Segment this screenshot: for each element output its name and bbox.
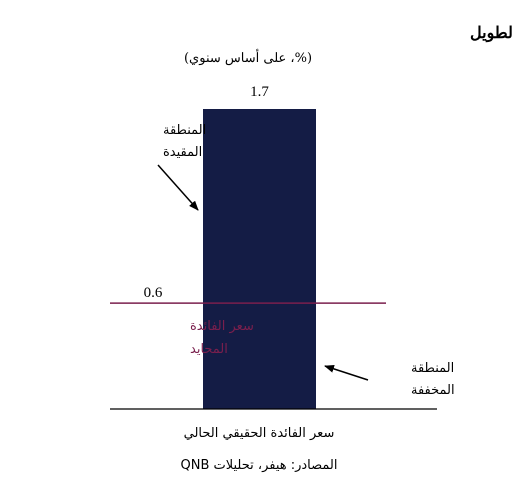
chart-subtitle: (%، على أساس سنوي) [184, 49, 312, 66]
neutral-rate-label-line1: سعر الفائدة [190, 319, 254, 334]
chart-title: أسعار الفائدة الحقيقية في الولايات المتح… [470, 21, 514, 43]
accommodative-zone-arrow [324, 364, 369, 381]
bar-current-real-rate [203, 109, 316, 409]
accommodative-zone-label-line1: المنطقة [411, 361, 454, 376]
accommodative-zone-label-line2: المخففة [411, 383, 455, 398]
restrictive-zone-arrow [157, 164, 199, 211]
x-axis-category-label: سعر الفائدة الحقيقي الحالي [184, 426, 335, 441]
restrictive-zone-label-line2: المقيدة [163, 145, 202, 160]
bar-value-label: 1.7 [250, 84, 269, 100]
restrictive-zone-label-line1: المنطقة [163, 123, 206, 138]
neutral-rate-label-line2: المحايد [190, 342, 228, 357]
neutral-rate-value-label: 0.6 [144, 285, 163, 301]
source-note: المصادر: هيفر، تحليلات QNB [180, 458, 337, 473]
